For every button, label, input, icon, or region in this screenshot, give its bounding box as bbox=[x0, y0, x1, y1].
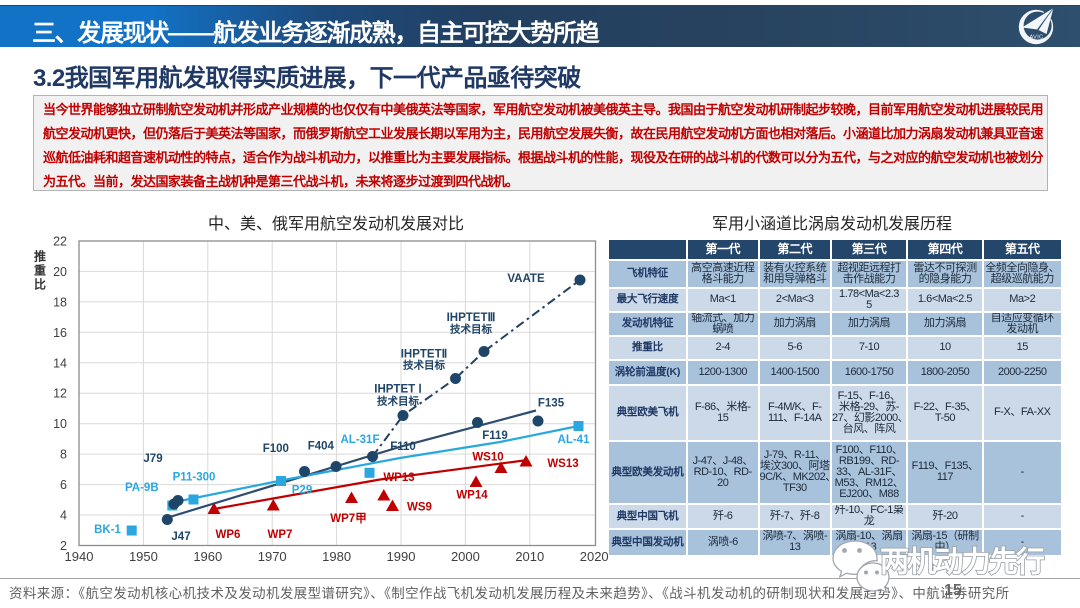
svg-text:BK-1: BK-1 bbox=[94, 524, 121, 536]
svg-text:WP6: WP6 bbox=[216, 529, 241, 541]
svg-text:重: 重 bbox=[34, 263, 46, 278]
svg-text:军用小涵道比涡扇发动机发展历程: 军用小涵道比涡扇发动机发展历程 bbox=[712, 215, 952, 233]
svg-text:WP14: WP14 bbox=[456, 490, 488, 502]
svg-text:WP7: WP7 bbox=[268, 529, 293, 541]
svg-text:1960: 1960 bbox=[193, 549, 222, 564]
svg-text:IHPTETⅢ: IHPTETⅢ bbox=[447, 311, 496, 324]
svg-text:J47: J47 bbox=[171, 531, 190, 543]
svg-text:F119: F119 bbox=[482, 430, 508, 442]
svg-text:WP7甲: WP7甲 bbox=[330, 512, 366, 525]
svg-text:1950: 1950 bbox=[129, 549, 158, 564]
svg-text:AL-31F: AL-31F bbox=[341, 434, 380, 446]
svg-text:VAATE: VAATE bbox=[507, 273, 545, 285]
svg-text:2000: 2000 bbox=[451, 549, 480, 564]
svg-text:AL-41: AL-41 bbox=[558, 434, 591, 446]
svg-text:14: 14 bbox=[53, 356, 67, 370]
svg-text:8: 8 bbox=[60, 448, 67, 462]
svg-text:2020: 2020 bbox=[580, 549, 609, 564]
svg-text:16: 16 bbox=[53, 326, 67, 340]
svg-text:中、美、俄军用航空发动机发展对比: 中、美、俄军用航空发动机发展对比 bbox=[208, 215, 464, 233]
svg-text:1980: 1980 bbox=[322, 549, 351, 564]
svg-text:P29: P29 bbox=[292, 485, 312, 497]
svg-text:2: 2 bbox=[60, 539, 67, 553]
svg-text:1990: 1990 bbox=[387, 549, 416, 564]
svg-text:WS9: WS9 bbox=[407, 502, 432, 514]
svg-text:技术目标: 技术目标 bbox=[377, 395, 419, 408]
svg-text:6: 6 bbox=[60, 478, 67, 492]
svg-text:PA-9B: PA-9B bbox=[125, 482, 159, 494]
svg-text:10: 10 bbox=[53, 417, 67, 431]
svg-text:WS13: WS13 bbox=[547, 458, 578, 470]
svg-text:两机动力先行: 两机动力先行 bbox=[880, 546, 1045, 579]
svg-text:2010: 2010 bbox=[515, 549, 544, 564]
svg-text:WS10: WS10 bbox=[472, 452, 503, 464]
svg-text:1940: 1940 bbox=[65, 549, 94, 564]
svg-text:1970: 1970 bbox=[258, 549, 287, 564]
svg-text:22: 22 bbox=[53, 235, 67, 249]
svg-text:F100: F100 bbox=[263, 443, 289, 455]
svg-text:J79: J79 bbox=[143, 453, 162, 465]
svg-text:IHPTETⅡ: IHPTETⅡ bbox=[401, 348, 448, 361]
svg-text:比: 比 bbox=[34, 277, 46, 292]
svg-text:IHPTET Ⅰ: IHPTET Ⅰ bbox=[374, 383, 421, 396]
svg-text:P11-300: P11-300 bbox=[173, 472, 216, 484]
svg-text:F110: F110 bbox=[390, 441, 416, 453]
svg-text:20: 20 bbox=[53, 265, 67, 279]
svg-text:技术目标: 技术目标 bbox=[450, 323, 492, 336]
svg-text:技术目标: 技术目标 bbox=[403, 359, 445, 372]
svg-text:F135: F135 bbox=[538, 398, 565, 410]
svg-text:AVIC: AVIC bbox=[1029, 35, 1043, 41]
svg-text:18: 18 bbox=[53, 295, 67, 309]
svg-text:12: 12 bbox=[53, 387, 67, 401]
svg-text:F404: F404 bbox=[308, 441, 335, 453]
svg-text:WP13: WP13 bbox=[383, 472, 414, 484]
svg-text:推: 推 bbox=[34, 249, 46, 264]
svg-text:4: 4 bbox=[60, 509, 67, 523]
